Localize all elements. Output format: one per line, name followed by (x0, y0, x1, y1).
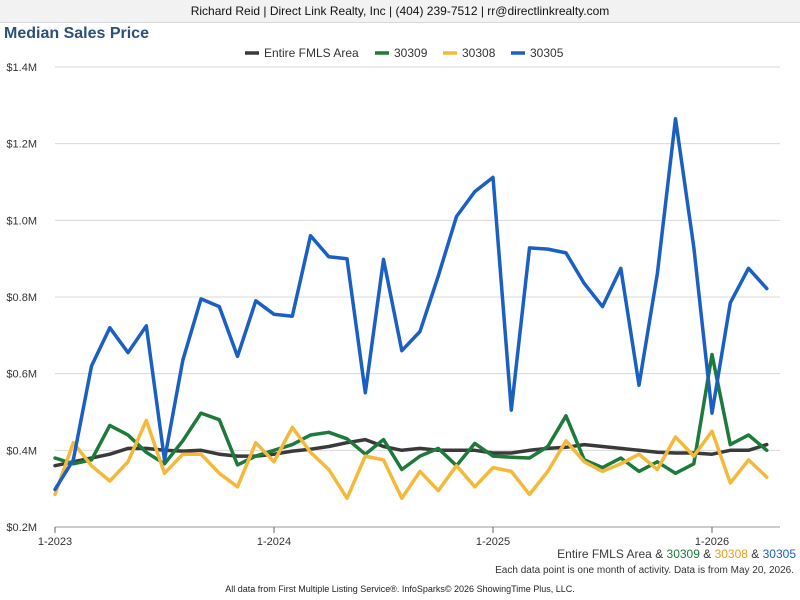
footer-legend: Entire FMLS Area & 30309 & 30308 & 30305 (557, 547, 796, 561)
x-tick-label: 1-2024 (257, 536, 291, 548)
footer-legend-part: & (747, 547, 763, 561)
footer-legend-part: 30309 (666, 547, 700, 561)
y-tick-label: $0.2M (6, 522, 37, 534)
x-tick-label: 1-2025 (476, 536, 510, 548)
legend-item: 30309 (375, 46, 428, 60)
legend-label: 30308 (462, 46, 496, 60)
y-tick-label: $1.0M (6, 215, 37, 227)
chart-title: Median Sales Price (4, 25, 149, 42)
series-line-30309 (53, 352, 769, 476)
x-tick-label: 1-2023 (38, 536, 72, 548)
legend-label: 30309 (394, 46, 428, 60)
legend-item: 30308 (443, 46, 496, 60)
legend-label: Entire FMLS Area (264, 46, 359, 60)
y-axis-ticks: $0.2M $0.4M $0.6M $0.8M $1.0M $1.2M $1.4M (6, 62, 37, 534)
y-tick-label: $0.4M (6, 445, 37, 457)
contact-text: Richard Reid | Direct Link Realty, Inc |… (190, 4, 610, 18)
data-note: Each data point is one month of activity… (495, 565, 794, 576)
series-line-30308 (53, 418, 769, 501)
y-tick-label: $1.2M (6, 139, 37, 151)
series-line-30305 (53, 117, 769, 492)
footer-legend-part: Entire FMLS Area (557, 547, 652, 561)
chart-legend: Entire FMLS Area 30309 30308 30305 (245, 46, 564, 60)
x-axis: 1-2023 1-2024 1-2025 1-2026 (38, 526, 780, 548)
footer-legend-part: & (651, 547, 667, 561)
y-tick-label: $0.6M (6, 369, 37, 381)
y-tick-label: $0.8M (6, 292, 37, 304)
legend-label: 30305 (530, 46, 564, 60)
footer-legend-part: 30305 (762, 547, 796, 561)
footer-legend-part: 30308 (714, 547, 748, 561)
footer-legend-part: & (699, 547, 715, 561)
source-note: All data from First Multiple Listing Ser… (225, 584, 575, 594)
legend-item: 30305 (511, 46, 564, 60)
legend-item: Entire FMLS Area (245, 46, 359, 60)
x-tick-label: 1-2026 (695, 536, 729, 548)
series-lines (53, 117, 769, 501)
y-tick-label: $1.4M (6, 62, 37, 74)
contact-header: Richard Reid | Direct Link Realty, Inc |… (0, 0, 800, 23)
